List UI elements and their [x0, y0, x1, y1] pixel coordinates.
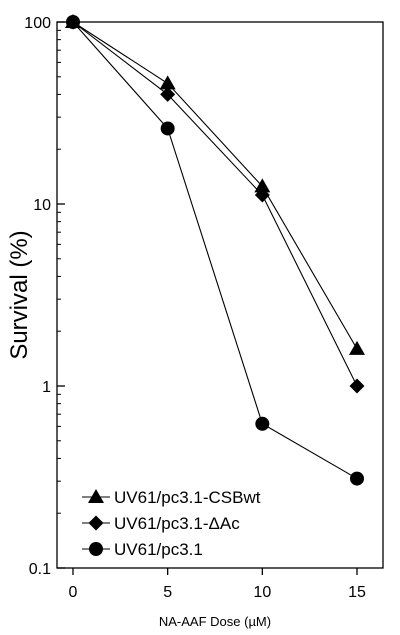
- plot-frame: [56, 21, 384, 569]
- data-point-triangle: [254, 178, 271, 193]
- x-axis-title: NA-AAF Dose (µM): [159, 614, 271, 629]
- x-tick-label: 0: [69, 584, 78, 601]
- y-axis-title: Survival (%): [6, 230, 33, 359]
- series-lines: [72, 21, 358, 480]
- legend-label: UV61/pc3.1-ΔAc: [114, 514, 240, 533]
- legend-marker-triangle: [88, 489, 104, 503]
- data-point-circle: [350, 471, 364, 486]
- legend-label: UV61/pc3.1: [114, 540, 203, 559]
- x-tick-label: 10: [253, 584, 271, 601]
- y-tick-label: 1: [42, 379, 51, 396]
- axes: 100 10 1 0.1 0 5 10 15: [24, 15, 384, 601]
- legend-marker-diamond: [88, 515, 104, 531]
- data-point-triangle: [159, 75, 176, 90]
- series-line-diamond: [72, 21, 358, 387]
- data-point-circle: [255, 416, 270, 431]
- data-point-circle: [66, 15, 80, 29]
- legend-marker-circle: [89, 542, 103, 556]
- x-tick-label: 5: [163, 584, 172, 601]
- series-line-triangle: [72, 21, 358, 350]
- data-point-diamond: [254, 187, 270, 203]
- legend-label: UV61/pc3.1-CSBwt: [114, 488, 261, 507]
- series-line-circle: [72, 21, 358, 480]
- y-tick-label: 10: [33, 197, 51, 214]
- data-point-triangle: [349, 340, 365, 355]
- y-tick-label: 0.1: [29, 561, 51, 578]
- series-markers: [65, 14, 365, 486]
- legend: UV61/pc3.1-CSBwt UV61/pc3.1-ΔAc UV61/pc3.1: [82, 488, 261, 559]
- data-point-diamond: [349, 378, 365, 394]
- x-tick-label: 15: [348, 584, 366, 601]
- y-tick-label: 100: [24, 15, 51, 32]
- data-point-diamond: [160, 86, 176, 102]
- data-point-circle: [160, 121, 175, 136]
